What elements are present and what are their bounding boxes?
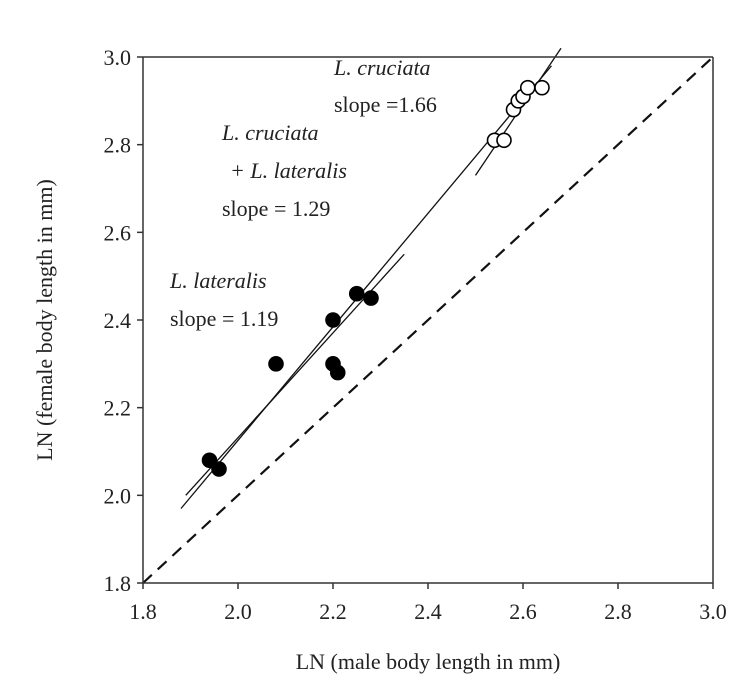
- data-point-lateralis: [325, 312, 341, 328]
- annotation-combined-species2: + L. lateralis: [230, 158, 347, 183]
- reference-line-1to1: [142, 56, 714, 584]
- annotation-cruciata-slope: slope =1.66: [334, 92, 437, 117]
- y-tick-label: 1.8: [104, 571, 132, 596]
- annotation-combined-slope: slope = 1.29: [222, 196, 330, 221]
- x-tick-label: 2.8: [604, 599, 632, 624]
- axes: [137, 56, 714, 589]
- data-point-lateralis: [348, 285, 365, 302]
- data-point-lateralis: [363, 290, 379, 306]
- x-tick-label: 2.4: [414, 599, 442, 624]
- annotations: L. cruciata slope =1.66 L. cruciata + L.…: [169, 55, 437, 331]
- x-tick-label: 2.2: [319, 599, 347, 624]
- data-point-lateralis: [211, 461, 227, 477]
- y-tick-label: 2.4: [104, 308, 132, 333]
- x-axis-title: LN (male body length in mm): [296, 649, 561, 674]
- x-tick-label: 2.0: [224, 599, 252, 624]
- plot-area: [142, 47, 714, 584]
- y-tick-label: 2.6: [104, 220, 132, 245]
- data-point-lateralis: [201, 452, 218, 469]
- annotation-lateralis-species: L. lateralis: [169, 268, 267, 293]
- x-tick-label: 3.0: [699, 599, 727, 624]
- y-axis-title: LN (female body length in mm): [32, 179, 57, 461]
- annotation-cruciata-species: L. cruciata: [333, 55, 431, 80]
- data-point-cruciata: [519, 79, 536, 96]
- y-tick-label: 2.0: [104, 483, 132, 508]
- y-tick-label: 2.2: [104, 396, 132, 421]
- data-point-lateralis: [268, 356, 284, 372]
- data-point-lateralis: [329, 364, 346, 381]
- x-tick-label: 1.8: [129, 599, 157, 624]
- tick-labels: 1.8 2.0 2.2 2.4 2.6 2.8 3.0 1.8 2.0 2.2 2.4 2.6 2.8 3…: [104, 45, 727, 624]
- x-tick-label: 2.6: [509, 599, 537, 624]
- annotation-combined-species: L. cruciata: [221, 120, 319, 145]
- data-point-cruciata: [496, 132, 512, 149]
- annotation-lateralis-slope: slope = 1.19: [170, 306, 278, 331]
- data-point-cruciata: [534, 79, 550, 96]
- y-tick-label: 3.0: [104, 45, 132, 70]
- y-tick-label: 2.8: [104, 133, 132, 158]
